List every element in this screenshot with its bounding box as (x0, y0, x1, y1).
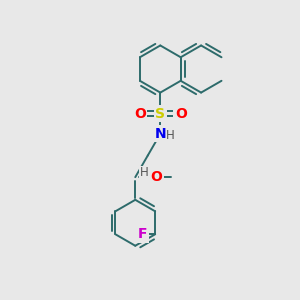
Text: S: S (155, 107, 165, 121)
Text: N: N (154, 127, 166, 141)
Text: H: H (166, 129, 175, 142)
Text: O: O (134, 107, 146, 121)
Text: O: O (151, 170, 162, 184)
Text: O: O (175, 107, 187, 121)
Text: F: F (138, 227, 148, 241)
Text: H: H (140, 166, 148, 179)
